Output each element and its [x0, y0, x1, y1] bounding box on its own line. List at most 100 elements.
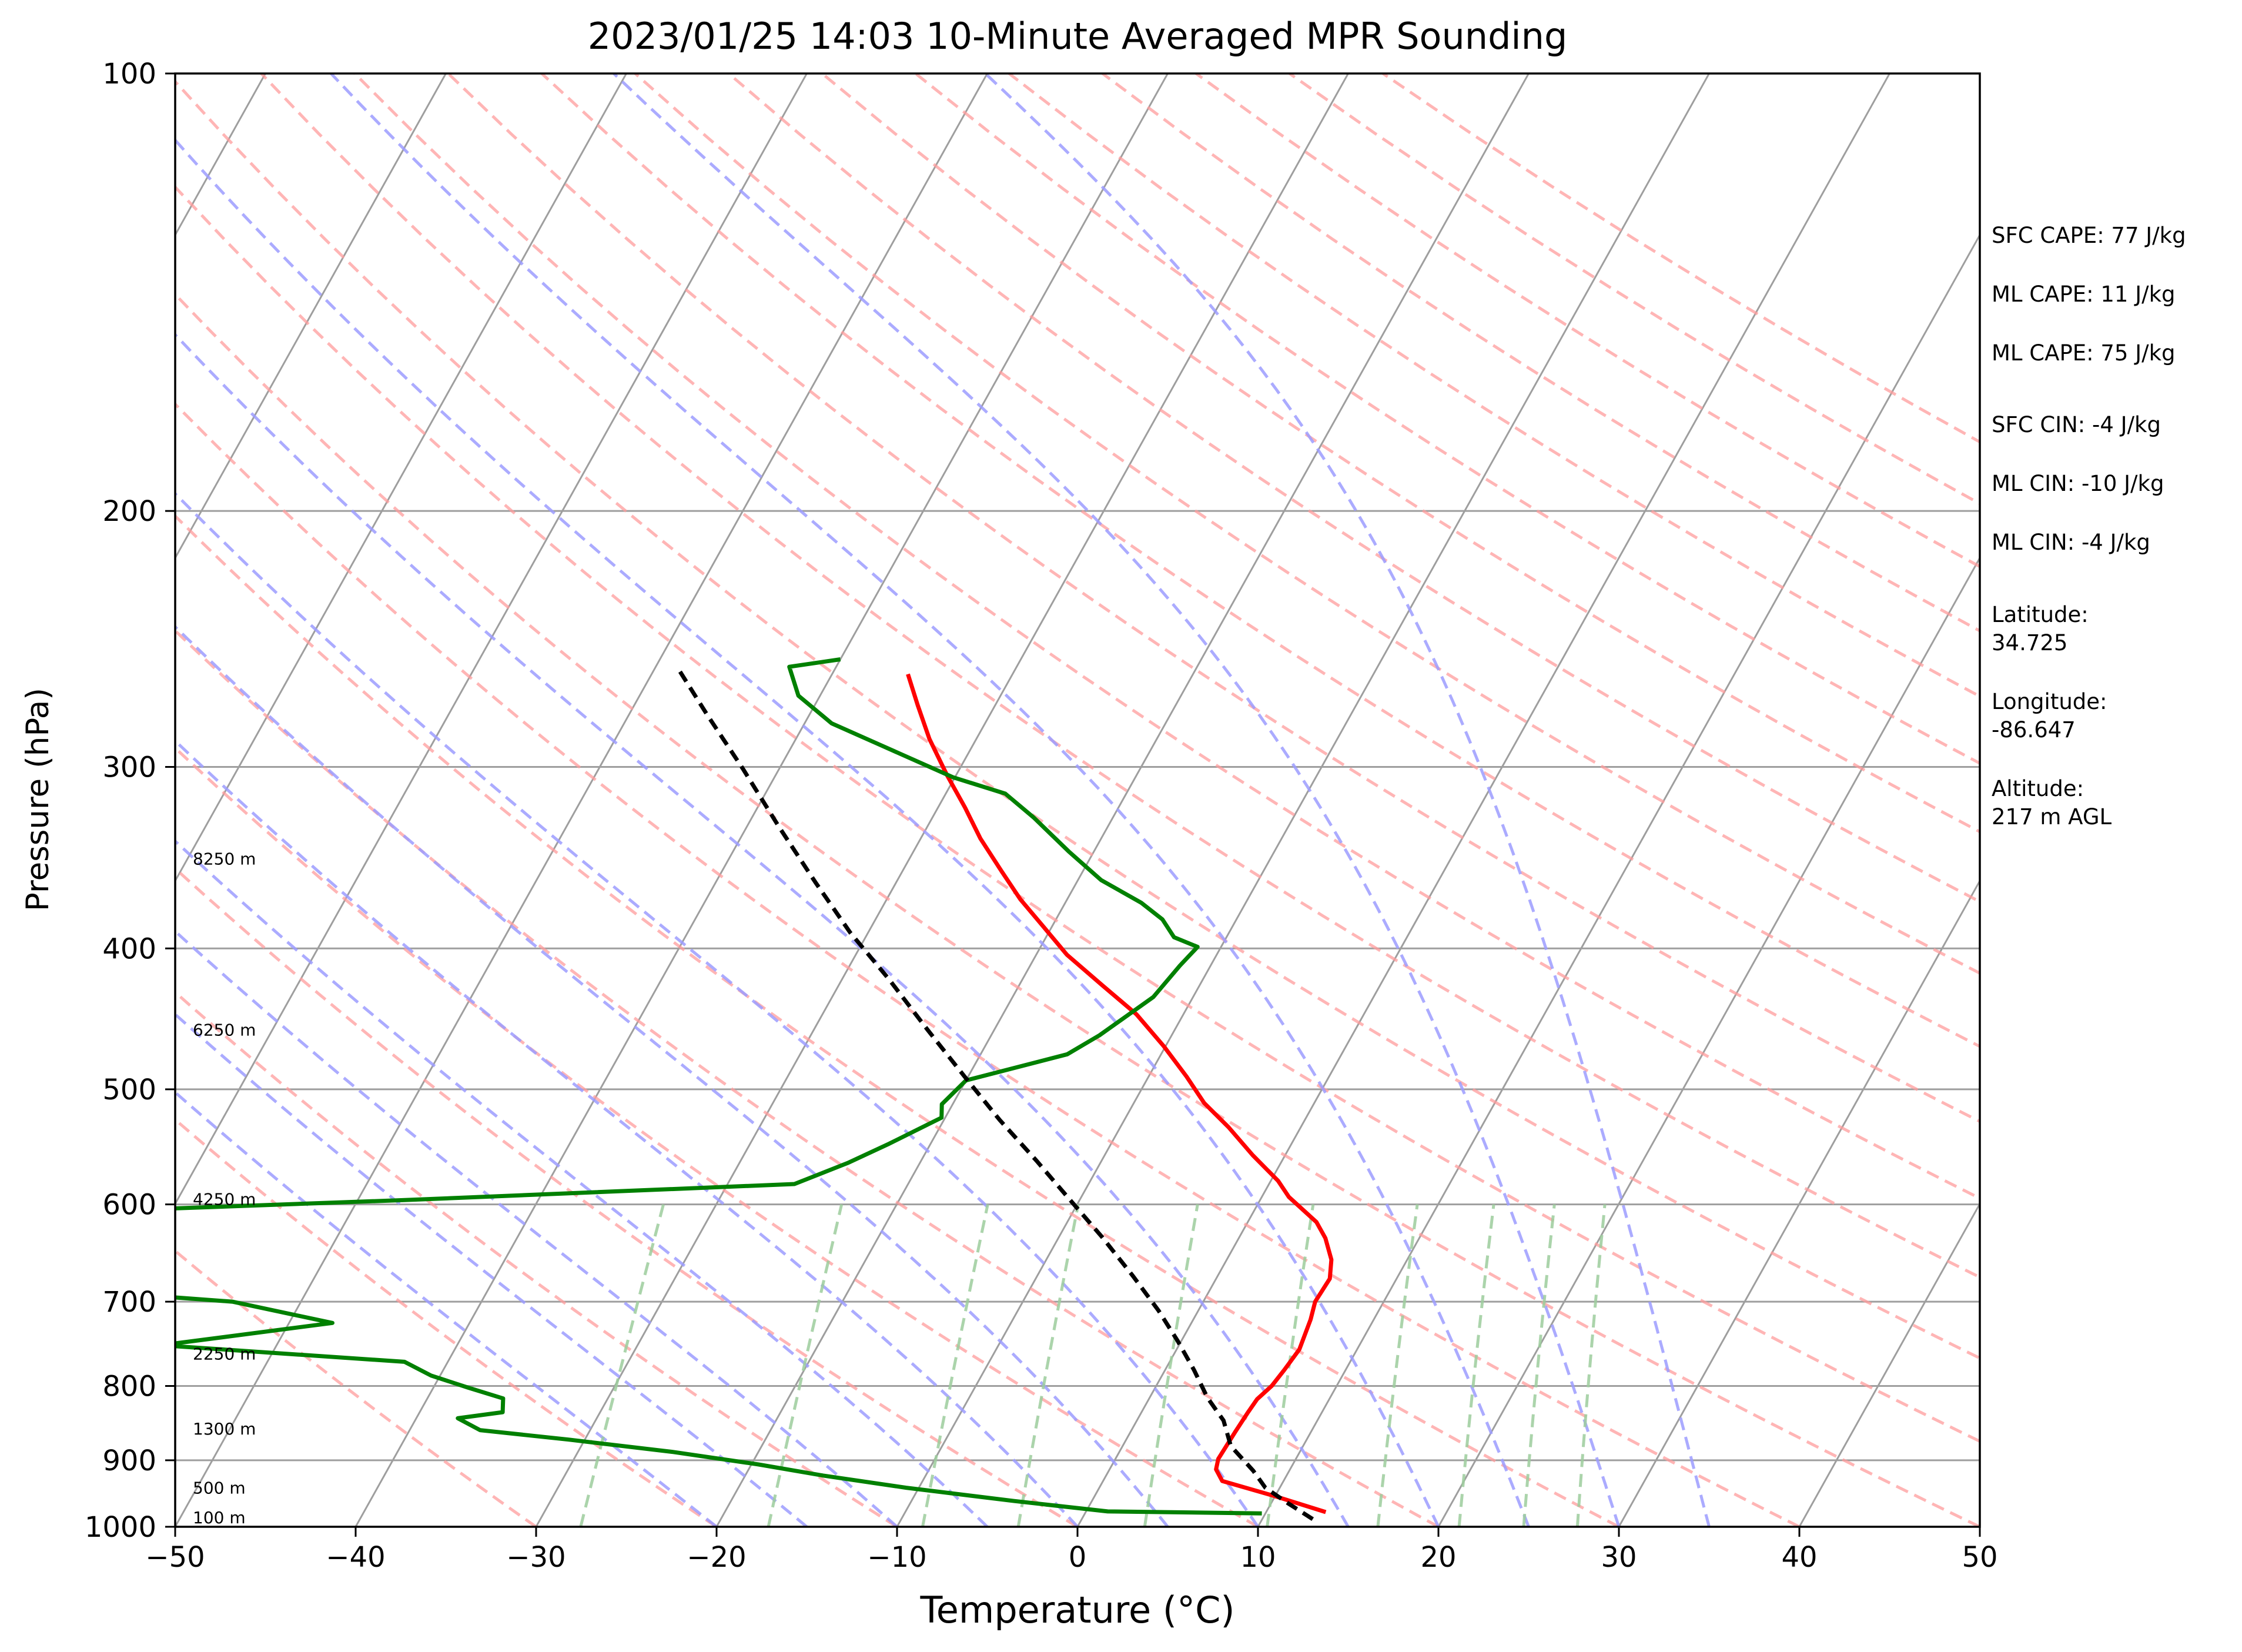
- mixing-ratio-line: [1376, 1204, 1419, 1527]
- dry-adiabat-line: [821, 73, 1980, 834]
- dry-adiabat-line: [1008, 73, 1980, 698]
- y-tick-label: 1000: [85, 1511, 156, 1544]
- isotherm-line: [175, 73, 988, 1527]
- altitude-label: Altitude:: [1992, 776, 2084, 801]
- x-tick-label: 0: [1069, 1541, 1087, 1574]
- dry-adiabat-line: [175, 514, 1620, 1527]
- dry-adiabat-line: [175, 628, 1440, 1527]
- height-label: 100 m: [193, 1508, 246, 1527]
- height-label: 8250 m: [193, 850, 256, 869]
- dry-adiabat-line: [175, 292, 1980, 1527]
- dry-adiabat-line: [175, 1118, 718, 1527]
- ml-cin-label: ML CIN: -10 J/kg: [1992, 471, 2164, 496]
- y-tick-label: 900: [102, 1444, 156, 1477]
- moist-adiabat-line: [175, 491, 1260, 1527]
- x-tick-label: −40: [326, 1541, 385, 1574]
- latitude-value: 34.725: [1992, 630, 2067, 656]
- ml-cape-label-2: ML CAPE: 75 J/kg: [1992, 340, 2176, 366]
- x-tick-label: 10: [1240, 1541, 1276, 1574]
- moist-adiabat-line: [175, 1090, 718, 1527]
- sfc-cape-label: SFC CAPE: 77 J/kg: [1992, 223, 2186, 248]
- y-axis-label: Pressure (hPa): [20, 688, 56, 911]
- y-tick-label: 800: [102, 1370, 156, 1403]
- moist-adiabat-line: [175, 624, 1169, 1527]
- parcel-profile-line: [678, 670, 1314, 1521]
- isotherm-line: [1618, 879, 1980, 1527]
- plot-frame: [174, 72, 1981, 1528]
- isotherm-line: [896, 73, 1710, 1527]
- moist-adiabat-line: [175, 929, 898, 1527]
- x-axis-label: Temperature (°C): [919, 1589, 1234, 1631]
- x-tick-label: 30: [1601, 1541, 1637, 1574]
- sfc-cin-label: SFC CIN: -4 J/kg: [1992, 412, 2161, 437]
- ml-cin-label-2: ML CIN: -4 J/kg: [1992, 530, 2150, 555]
- y-tick-label: 100: [102, 58, 156, 91]
- y-tick-label: 700: [102, 1286, 156, 1319]
- mixing-ratio-line: [1575, 1204, 1607, 1527]
- mixing-ratio-line: [579, 1203, 665, 1527]
- y-tick-label: 300: [102, 751, 156, 784]
- axes: 100 m 500 m 1300 m 2250 m 4250 m 6250 m 8250 m…: [85, 58, 1998, 1574]
- mixing-ratio-line: [1143, 1204, 1199, 1527]
- dry-adiabat-line: [175, 745, 1259, 1527]
- x-tick-label: 20: [1420, 1541, 1456, 1574]
- moist-adiabat-line: [175, 1012, 808, 1527]
- height-label: 500 m: [193, 1479, 246, 1498]
- longitude-label: Longitude:: [1992, 689, 2107, 714]
- background-lines: [175, 73, 1980, 1527]
- latitude-label: Latitude:: [1992, 602, 2089, 627]
- data-lines: [175, 657, 1334, 1521]
- dry-adiabat-line: [175, 79, 1980, 1360]
- temperature-profile-line: [906, 673, 1334, 1514]
- isotherm-line: [1076, 73, 1890, 1527]
- dewpoint-profile-line: [175, 657, 1262, 1516]
- moist-adiabat-line: [175, 138, 1440, 1527]
- ml-cape-label: ML CAPE: 11 J/kg: [1992, 282, 2176, 307]
- y-tick-label: 500: [102, 1074, 156, 1106]
- isotherm-line: [175, 73, 627, 883]
- isotherm-line: [535, 73, 1349, 1527]
- x-tick-label: −30: [506, 1541, 565, 1574]
- mixing-ratio-line: [1266, 1204, 1315, 1527]
- mixing-ratio-line: [1016, 1204, 1080, 1527]
- dry-adiabat-line: [260, 73, 1980, 1279]
- moist-adiabat-line: [984, 73, 1711, 1527]
- isotherm-line: [175, 73, 808, 1206]
- longitude-value: -86.647: [1992, 717, 2076, 743]
- dry-adiabat-line: [447, 73, 1980, 1123]
- chart-title: 2023/01/25 14:03 10-Minute Averaged MPR …: [588, 15, 1568, 58]
- dry-adiabat-line: [175, 185, 1980, 1443]
- mixing-ratio-line: [1522, 1204, 1556, 1527]
- altitude-value: 217 m AGL: [1992, 804, 2112, 830]
- moist-adiabat-line: [175, 738, 1079, 1527]
- isotherm-line: [1257, 233, 1980, 1527]
- x-tick-label: −50: [145, 1541, 205, 1574]
- dry-adiabat-line: [540, 73, 1980, 1048]
- y-tick-label: 200: [102, 495, 156, 528]
- moist-adiabat-line: [330, 73, 1530, 1527]
- isotherm-line: [175, 73, 447, 560]
- height-label: 4250 m: [193, 1190, 256, 1209]
- x-tick-label: −10: [867, 1541, 926, 1574]
- isotherm-line: [1798, 1202, 1980, 1527]
- height-label: 6250 m: [193, 1021, 256, 1040]
- mixing-ratio-line: [1457, 1204, 1495, 1527]
- height-label: 1300 m: [193, 1419, 256, 1439]
- moist-adiabat-line: [175, 332, 1350, 1527]
- moist-adiabat-line: [175, 839, 989, 1527]
- y-tick-label: 400: [102, 932, 156, 965]
- x-tick-label: 40: [1781, 1541, 1817, 1574]
- y-tick-label: 600: [102, 1189, 156, 1222]
- mixing-ratio-line: [921, 1204, 989, 1527]
- isotherm-line: [1437, 556, 1980, 1527]
- dry-adiabat-line: [727, 73, 1980, 904]
- mixing-ratio-line: [767, 1204, 844, 1527]
- x-tick-label: 50: [1962, 1541, 1997, 1574]
- dry-adiabat-line: [175, 866, 1079, 1527]
- isotherm-line: [715, 73, 1530, 1527]
- height-label: 2250 m: [193, 1344, 256, 1363]
- dry-adiabat-line: [353, 73, 1980, 1200]
- dry-adiabat-line: [175, 402, 1801, 1527]
- x-tick-label: −20: [687, 1541, 746, 1574]
